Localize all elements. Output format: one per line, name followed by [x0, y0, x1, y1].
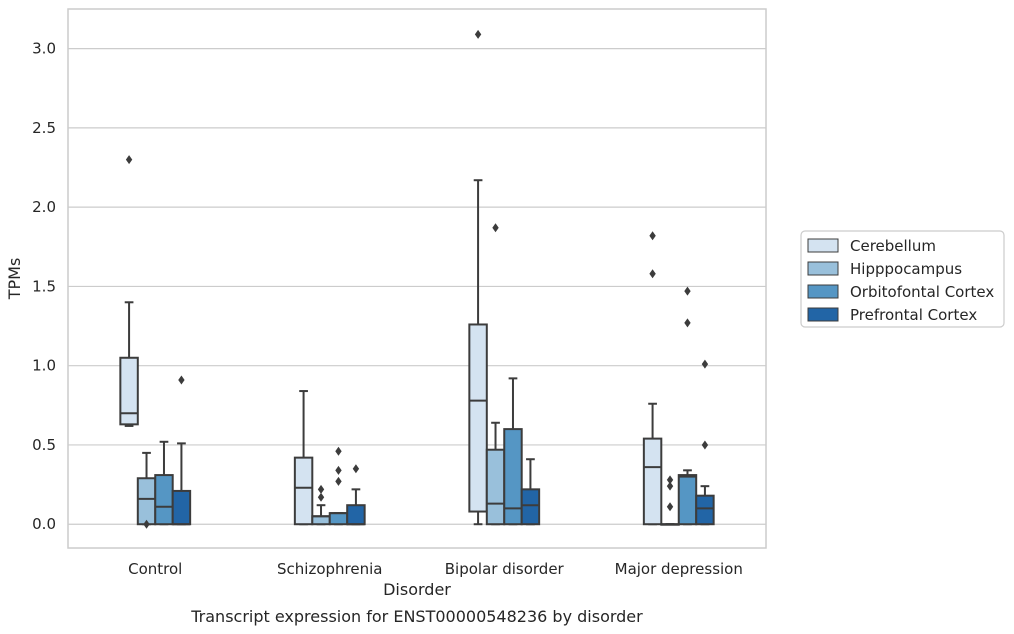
outlier-point	[317, 484, 325, 494]
legend-label: Orbitofontal Cortex	[850, 283, 994, 301]
y-tick-label: 1.5	[32, 277, 56, 295]
box-body	[311, 515, 331, 526]
outlier-point	[684, 318, 691, 328]
legend: Cerebellum Hipppocampus Orbitofontal Corte…	[800, 230, 1005, 328]
y-tick-label: 3.0	[32, 40, 56, 58]
box-orbitofontal-cortex	[503, 377, 523, 526]
outlier-point	[684, 286, 691, 296]
y-tick-label: 2.0	[32, 198, 56, 216]
box-hipppocampus	[660, 475, 680, 526]
outlier-point	[492, 223, 499, 233]
box-orbitofontal-cortex	[154, 440, 174, 526]
box-body	[695, 494, 715, 526]
legend-swatch	[807, 307, 839, 322]
y-tick-label: 0.0	[32, 515, 56, 533]
outlier-point	[125, 155, 133, 165]
x-tick-label: Schizophrenia	[277, 560, 382, 578]
box-body	[642, 437, 663, 526]
plot-frame	[67, 8, 767, 549]
grid-lines	[68, 48, 766, 525]
chart-caption: Transcript expression for ENST0000054823…	[190, 607, 643, 626]
box-body	[346, 504, 366, 526]
y-tick-label: 1.0	[32, 357, 56, 375]
outlier-point	[178, 375, 185, 385]
legend-label: Hipppocampus	[850, 260, 962, 278]
box-orbitofontal-cortex	[677, 286, 698, 526]
box-body	[171, 489, 192, 526]
outlier-point	[352, 464, 360, 474]
box-cerebellum	[468, 29, 488, 526]
y-axis-label: TPMs	[5, 258, 24, 301]
y-tick-label: 0.5	[32, 436, 56, 454]
outlier-point	[701, 359, 709, 369]
box-prefrontal-cortex	[346, 464, 366, 526]
legend-swatch	[807, 284, 839, 299]
outlier-point	[701, 440, 709, 450]
box-body	[485, 448, 506, 526]
box-cerebellum	[293, 390, 314, 526]
box-cerebellum	[119, 155, 139, 427]
box-cerebellum	[642, 231, 663, 526]
legend-frame	[800, 230, 1005, 328]
x-axis-ticks: Control Schizophrenia Bipolar disorder Majo…	[128, 560, 743, 578]
outlier-point	[666, 481, 674, 491]
x-tick-label: Control	[128, 560, 182, 578]
box-body	[468, 323, 488, 513]
box-hipppocampus	[136, 451, 157, 529]
x-axis-label: Disorder	[383, 580, 451, 599]
box-hipppocampus	[311, 484, 331, 526]
x-tick-label: Major depression	[615, 560, 743, 578]
x-tick-label: Bipolar disorder	[445, 560, 565, 578]
box-prefrontal-cortex	[695, 359, 715, 526]
box-body	[520, 488, 541, 526]
outlier-point	[335, 476, 342, 486]
box-prefrontal-cortex	[520, 458, 541, 526]
outlier-point	[666, 502, 674, 512]
box-body	[154, 474, 174, 526]
y-axis-ticks: 0.0 0.5 1.0 1.5 2.0 2.5 3.0	[32, 40, 56, 534]
y-tick-label: 2.5	[32, 119, 56, 137]
outlier-point	[317, 492, 325, 502]
box-body	[328, 512, 349, 526]
box-prefrontal-cortex	[171, 375, 192, 526]
box-body	[677, 474, 698, 526]
outlier-point	[666, 475, 674, 485]
legend-label: Prefrontal Cortex	[850, 306, 977, 324]
legend-swatch	[807, 261, 839, 276]
plot-area	[119, 29, 715, 529]
outlier-point	[335, 465, 342, 475]
outlier-point	[649, 269, 656, 279]
box-body	[503, 428, 523, 526]
legend-swatch	[807, 238, 839, 253]
box-orbitofontal-cortex	[328, 446, 349, 526]
outlier-point	[649, 231, 656, 241]
box-hipppocampus	[485, 223, 506, 526]
outlier-point	[335, 446, 342, 456]
legend-label: Cerebellum	[850, 237, 936, 255]
box-body	[293, 456, 314, 526]
outlier-point	[474, 29, 482, 39]
box-body	[119, 356, 139, 426]
outlier-point	[143, 519, 150, 529]
box-body	[136, 477, 157, 526]
